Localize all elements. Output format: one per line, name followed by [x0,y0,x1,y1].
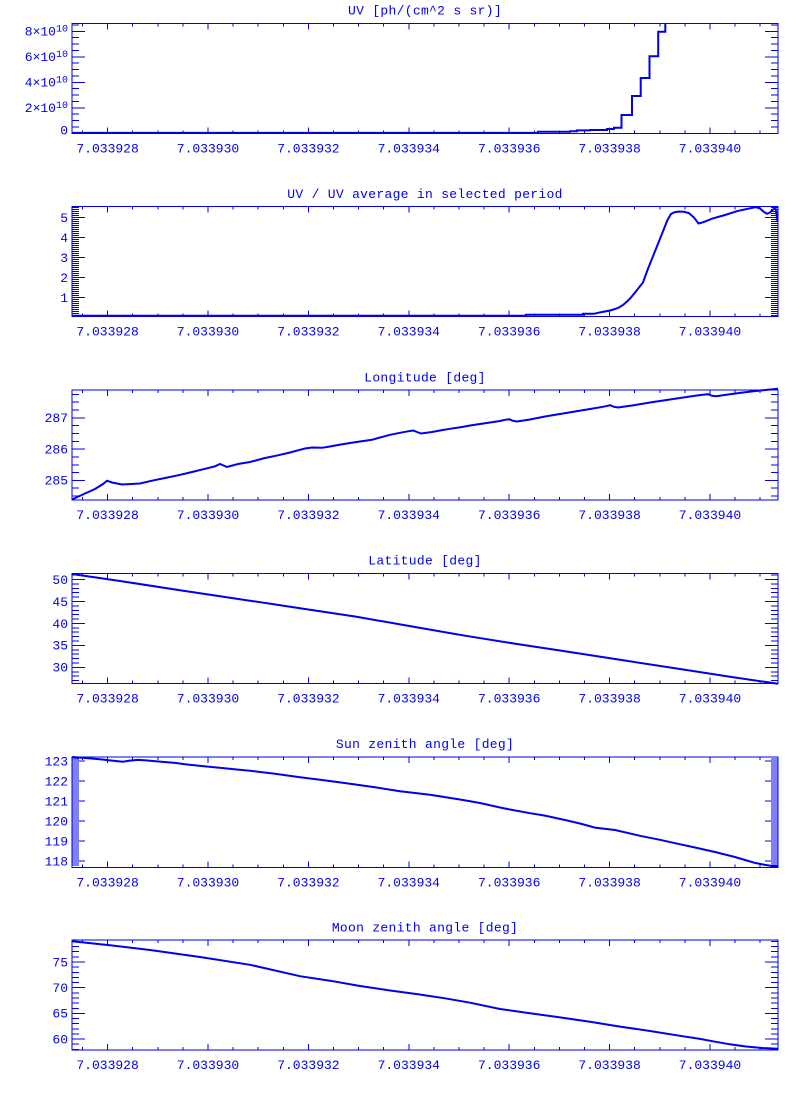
svg-text:285: 285 [45,474,68,489]
svg-text:Latitude [deg]: Latitude [deg] [368,554,481,569]
svg-text:7.033938: 7.033938 [578,325,640,340]
svg-text:30: 30 [52,661,68,676]
svg-text:123: 123 [45,754,68,769]
svg-text:7.033930: 7.033930 [177,691,239,706]
svg-text:Sun zenith angle [deg]: Sun zenith angle [deg] [336,737,514,752]
svg-text:7.033936: 7.033936 [478,141,540,156]
svg-text:7.033932: 7.033932 [277,508,339,523]
svg-text:7.033930: 7.033930 [177,875,239,890]
svg-text:119: 119 [45,834,68,849]
svg-text:7.033928: 7.033928 [76,691,138,706]
svg-text:6×1010: 6×1010 [25,50,68,65]
svg-text:UV / UV average in selected pe: UV / UV average in selected period [287,187,562,202]
svg-text:7.033932: 7.033932 [277,141,339,156]
svg-text:7.033930: 7.033930 [177,325,239,340]
svg-text:118: 118 [45,854,68,869]
svg-text:7.033934: 7.033934 [378,691,441,706]
svg-text:7.033940: 7.033940 [679,691,741,706]
svg-text:7.033934: 7.033934 [378,141,441,156]
svg-text:7.033940: 7.033940 [679,325,741,340]
svg-text:7.033940: 7.033940 [679,508,741,523]
svg-text:7.033934: 7.033934 [378,508,441,523]
svg-text:7.033940: 7.033940 [679,875,741,890]
svg-text:UV [ph/(cm^2 s sr)]: UV [ph/(cm^2 s sr)] [348,4,502,19]
svg-text:7.033930: 7.033930 [177,508,239,523]
svg-text:Longitude [deg]: Longitude [deg] [364,370,486,385]
svg-text:7.033938: 7.033938 [578,508,640,523]
svg-text:50: 50 [52,573,68,588]
svg-text:7.033928: 7.033928 [76,1058,138,1073]
svg-text:65: 65 [52,1007,68,1022]
svg-text:0: 0 [60,124,68,139]
svg-text:40: 40 [52,617,68,632]
svg-text:7.033928: 7.033928 [76,141,138,156]
svg-text:5: 5 [60,211,68,226]
svg-text:122: 122 [45,774,68,789]
svg-text:7.033934: 7.033934 [378,1058,441,1073]
svg-text:7.033930: 7.033930 [177,141,239,156]
svg-text:287: 287 [45,411,68,426]
svg-text:3: 3 [60,251,68,266]
svg-text:7.033928: 7.033928 [76,875,138,890]
svg-text:75: 75 [52,955,68,970]
svg-text:286: 286 [45,442,68,457]
svg-text:4: 4 [60,231,68,246]
svg-text:45: 45 [52,595,68,610]
svg-text:7.033932: 7.033932 [277,691,339,706]
svg-text:7.033938: 7.033938 [578,875,640,890]
svg-text:7.033932: 7.033932 [277,875,339,890]
svg-text:2×1010: 2×1010 [25,101,68,116]
svg-text:70: 70 [52,981,68,996]
svg-text:7.033938: 7.033938 [578,1058,640,1073]
svg-text:7.033936: 7.033936 [478,875,540,890]
svg-text:35: 35 [52,639,68,654]
svg-text:121: 121 [45,794,69,809]
svg-text:7.033936: 7.033936 [478,691,540,706]
svg-text:7.033928: 7.033928 [76,325,138,340]
svg-text:Moon zenith angle [deg]: Moon zenith angle [deg] [332,920,518,935]
svg-text:7.033938: 7.033938 [578,691,640,706]
svg-text:60: 60 [52,1032,68,1047]
svg-text:1: 1 [60,291,68,306]
svg-text:4×1010: 4×1010 [25,76,68,91]
svg-text:7.033932: 7.033932 [277,325,339,340]
svg-text:8×1010: 8×1010 [25,25,68,40]
svg-text:7.033932: 7.033932 [277,1058,339,1073]
svg-text:7.033934: 7.033934 [378,875,441,890]
svg-text:7.033936: 7.033936 [478,508,540,523]
svg-text:7.033936: 7.033936 [478,1058,540,1073]
svg-text:2: 2 [60,271,68,286]
svg-text:7.033940: 7.033940 [679,1058,741,1073]
svg-text:7.033938: 7.033938 [578,141,640,156]
svg-text:120: 120 [45,814,68,829]
svg-text:7.033934: 7.033934 [378,325,441,340]
svg-text:7.033936: 7.033936 [478,325,540,340]
svg-text:7.033940: 7.033940 [679,141,741,156]
svg-text:7.033930: 7.033930 [177,1058,239,1073]
svg-text:7.033928: 7.033928 [76,508,138,523]
